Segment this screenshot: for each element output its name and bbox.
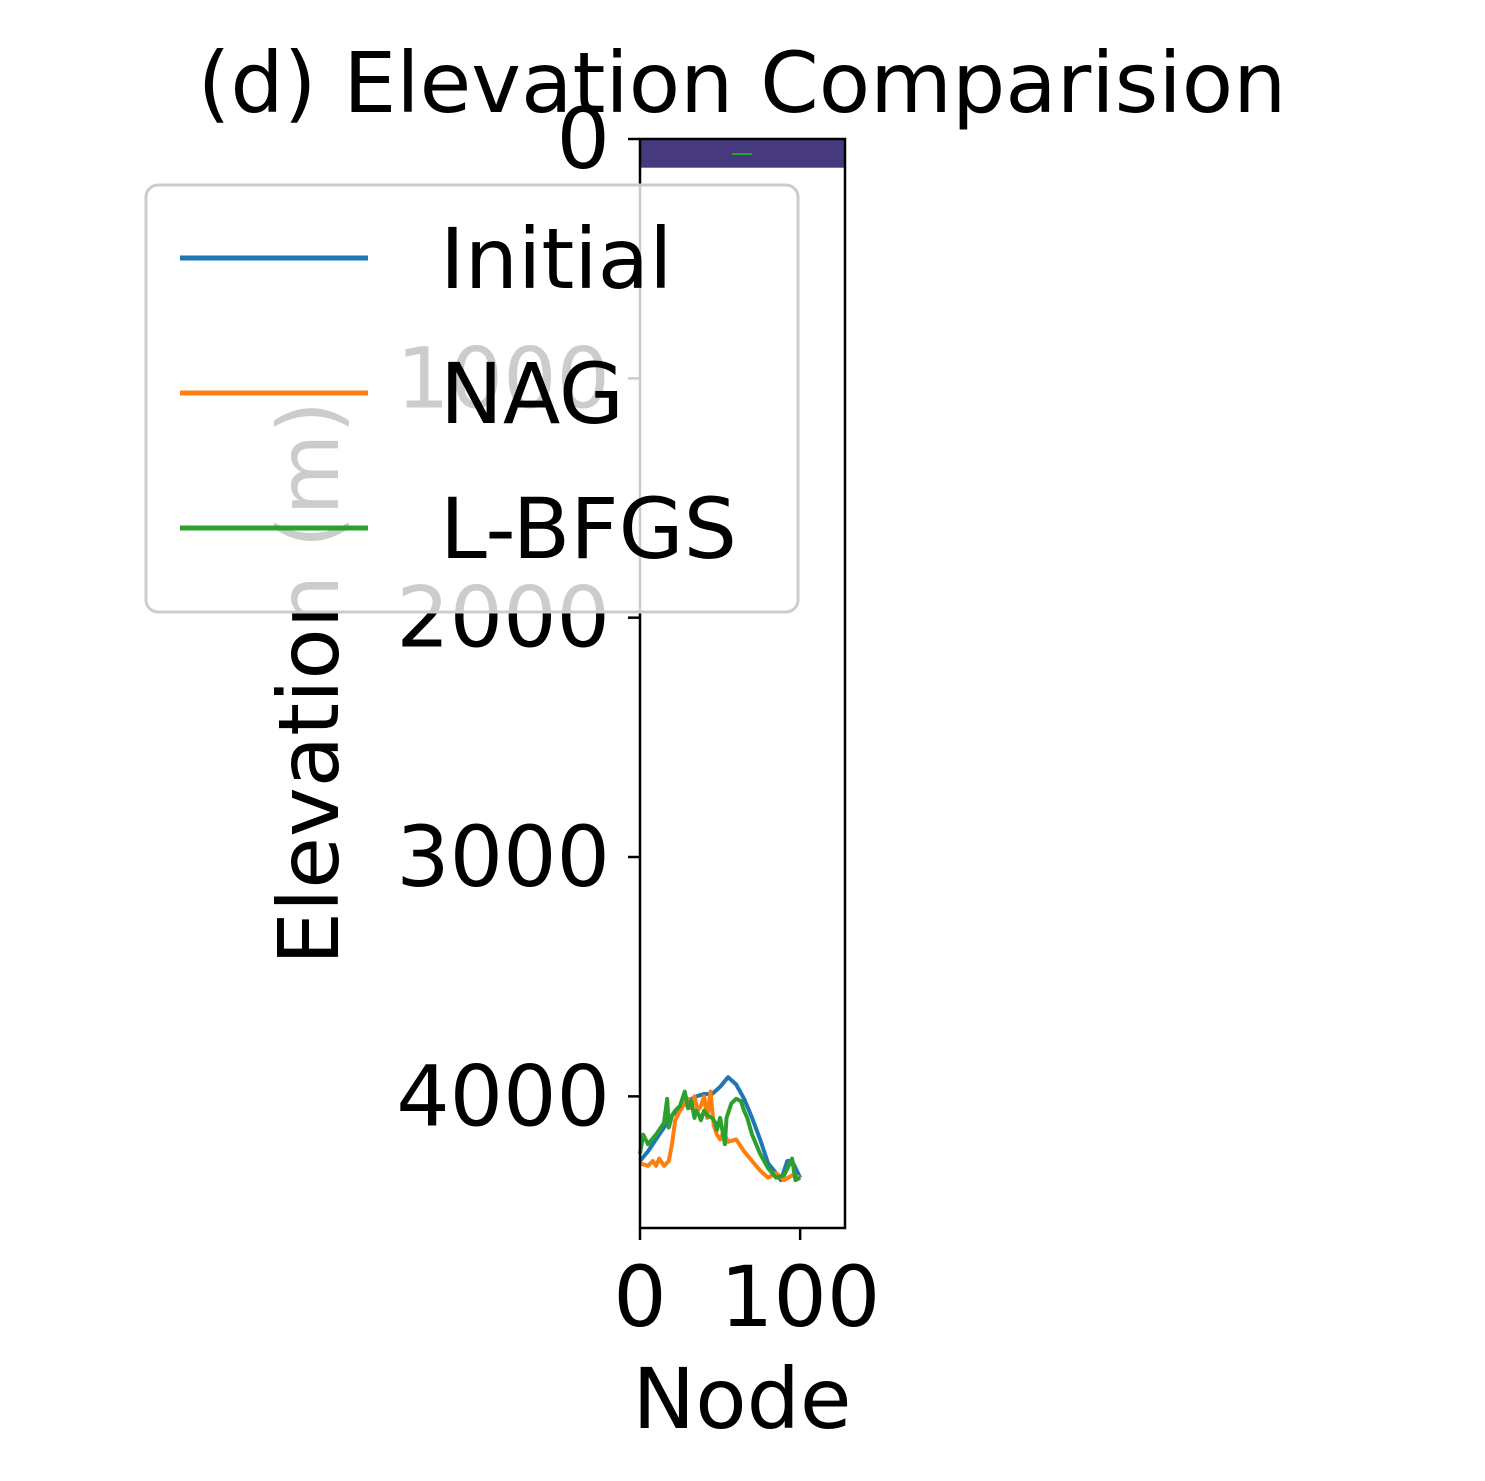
- series-line-nag: [639, 1089, 801, 1183]
- legend-box: [144, 183, 800, 614]
- legend: Initial NAG L-BFGS: [144, 183, 800, 614]
- x-axis-label: Node: [632, 1350, 851, 1448]
- chart-title: (d) Elevation Comparision: [198, 34, 1287, 132]
- y-tick-label: 0: [557, 90, 610, 188]
- y-tick-label: 3000: [396, 808, 610, 906]
- plot-frame: [638, 137, 847, 1230]
- x-axis-ticks: 0 100: [613, 1228, 880, 1346]
- series-layer: [638, 1075, 802, 1183]
- x-tick-label: 100: [720, 1248, 880, 1346]
- y-tick-label: 4000: [396, 1047, 610, 1145]
- legend-label: Initial: [440, 210, 672, 308]
- legend-label: NAG: [440, 345, 624, 443]
- x-tick-label: 0: [613, 1248, 666, 1346]
- legend-entries: Initial NAG L-BFGS: [180, 210, 737, 578]
- series-line-l-bfgs: [638, 1089, 802, 1183]
- legend-label: L-BFGS: [440, 480, 737, 578]
